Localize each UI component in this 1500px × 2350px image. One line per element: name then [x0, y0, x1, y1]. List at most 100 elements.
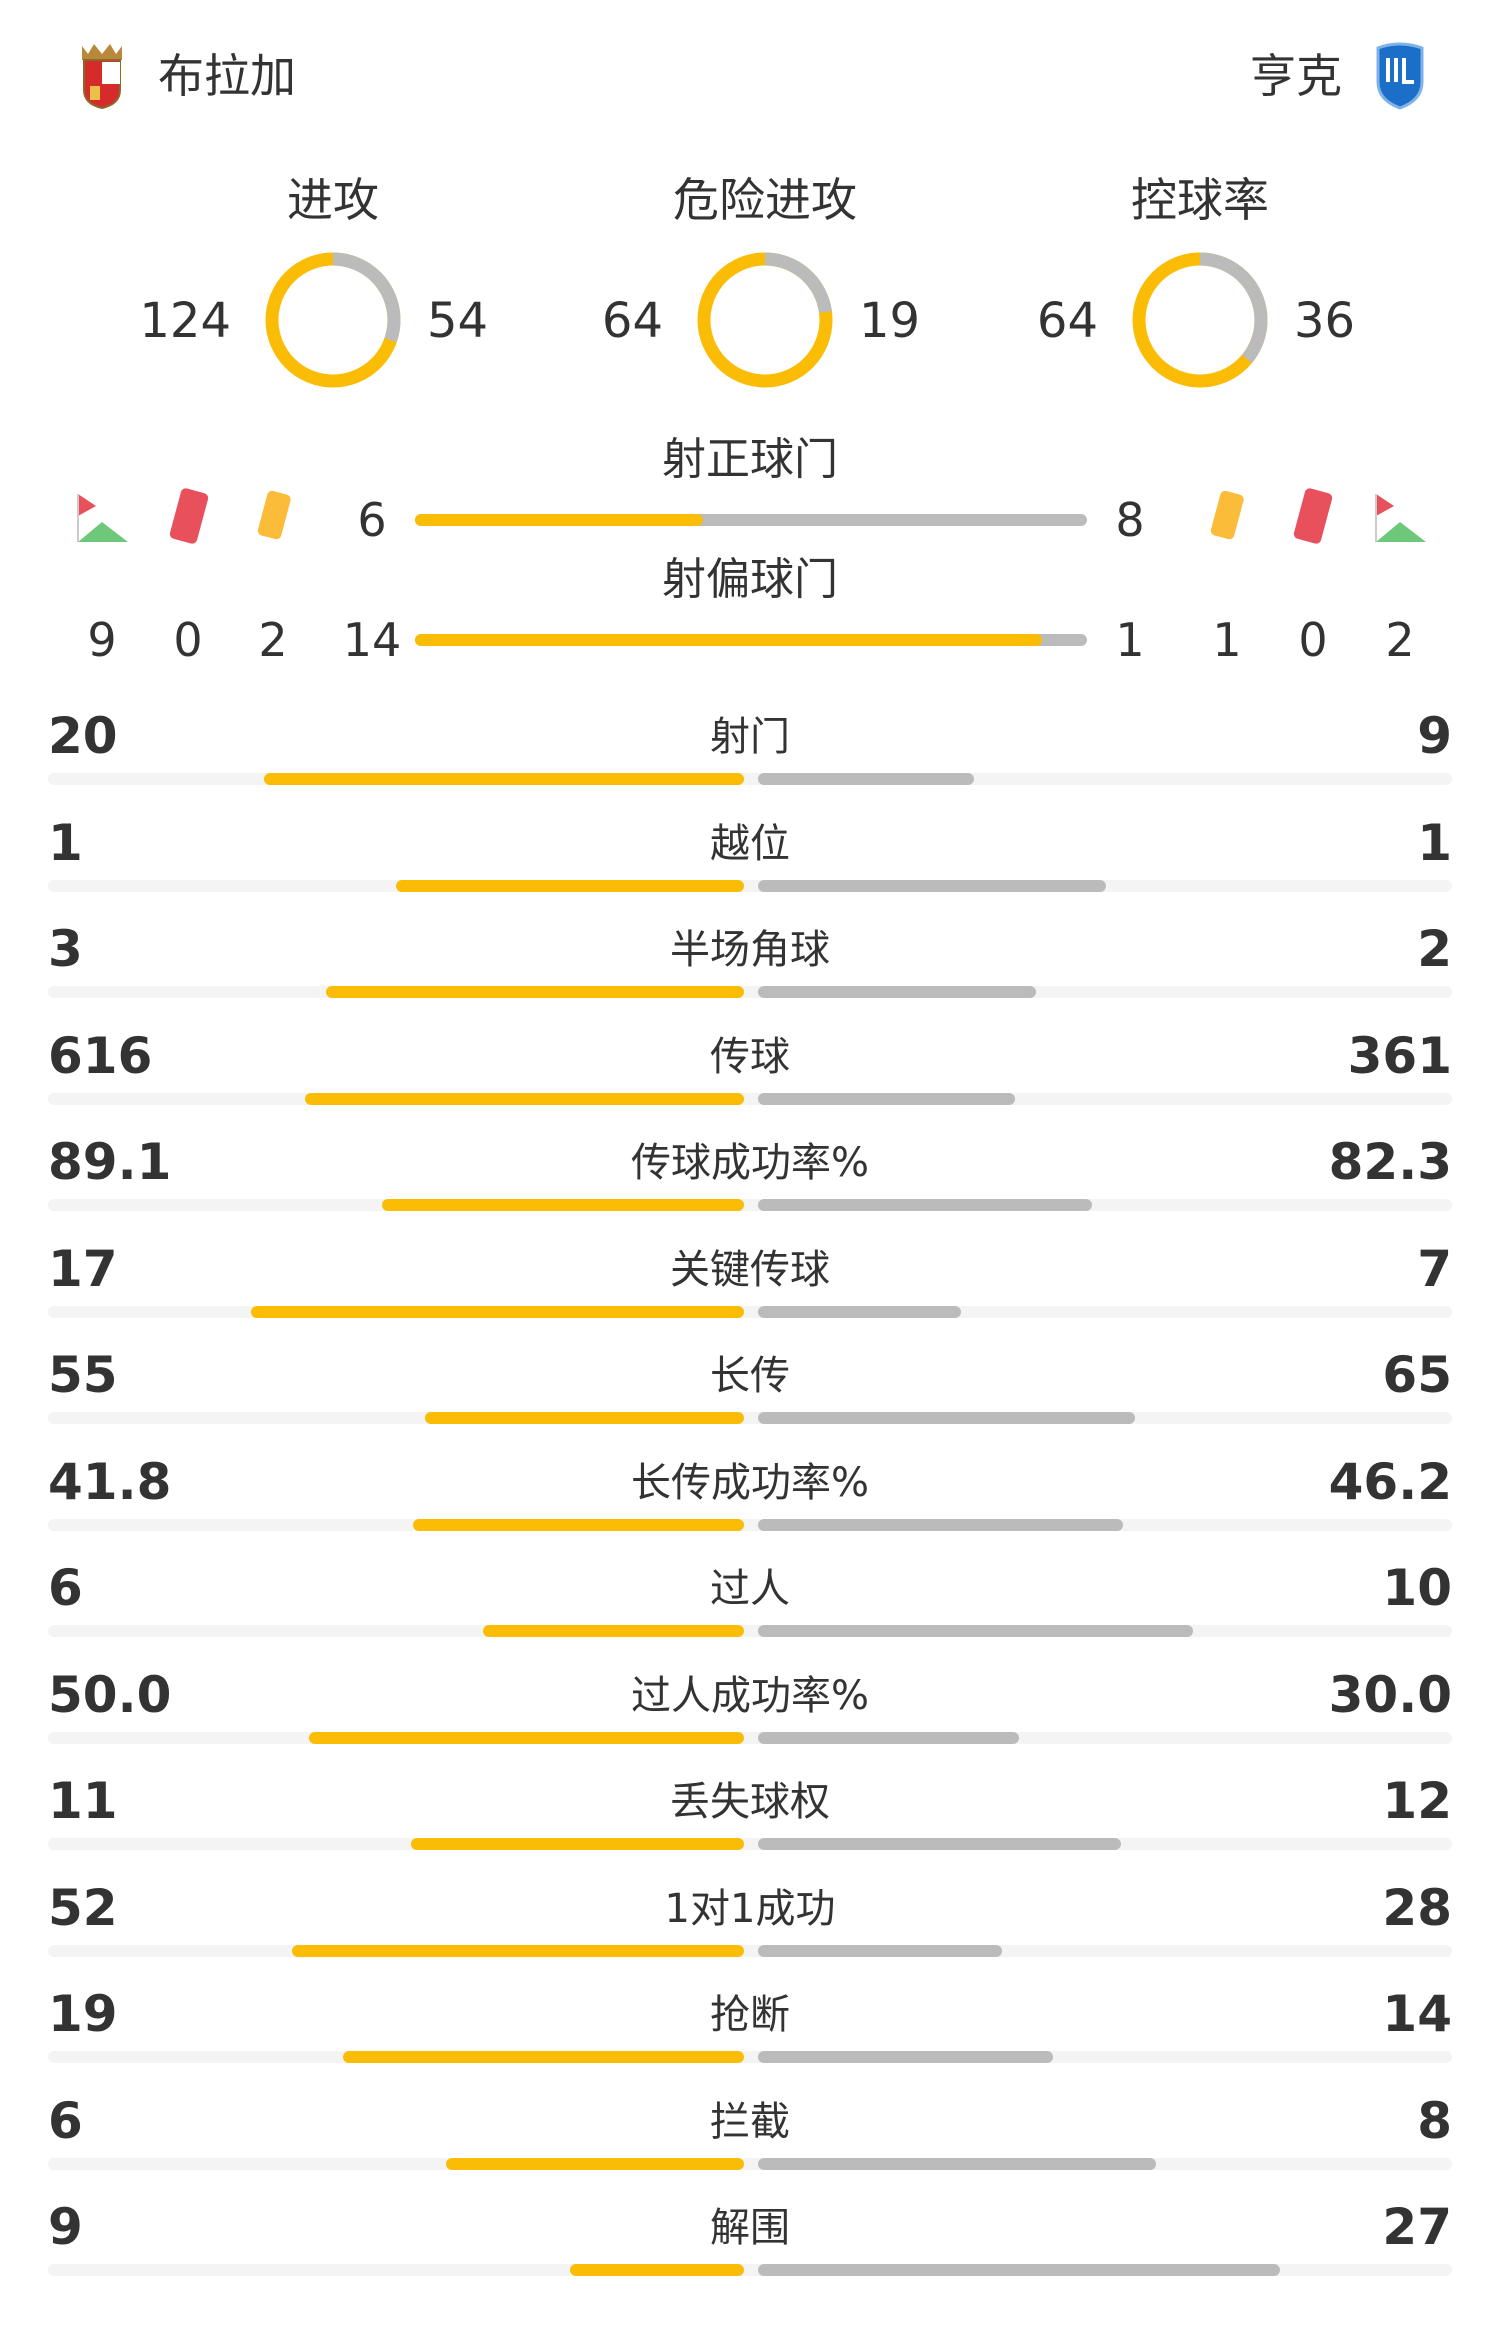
red-card-icon: [1287, 486, 1339, 552]
stat-away-value: 28: [1382, 1878, 1452, 1937]
stat-away-bar: [758, 1518, 1124, 1531]
shots-off-target-label: 射偏球门: [662, 554, 838, 605]
stat-label: 长传成功率%: [630, 1459, 869, 1506]
home-corners: 9: [87, 613, 117, 667]
stat-away-bar: [758, 1092, 1016, 1105]
stat-away-value: 46.2: [1328, 1452, 1452, 1511]
donut-away-value: 19: [859, 293, 921, 349]
stat-row: 11 丢失球权 12: [0, 1771, 1500, 1861]
donut-home-value: 124: [139, 293, 231, 349]
stat-home-value: 1: [48, 813, 83, 872]
stat-row: 616 传球 361: [0, 1026, 1500, 1116]
donut-title: 进攻: [287, 173, 379, 227]
stat-label: 长传: [710, 1353, 790, 1399]
stat-bar-track: [48, 1518, 1452, 1531]
donut-title: 危险进攻: [673, 173, 857, 227]
stat-away-bar: [758, 1305, 961, 1318]
donut-home-value: 64: [1036, 293, 1098, 349]
stat-home-value: 20: [48, 707, 118, 765]
home-shots-off-target: 14: [342, 613, 402, 667]
stat-home-value: 55: [48, 1346, 118, 1404]
stat-bar-track: [48, 2157, 1452, 2170]
stat-label: 拦截: [710, 2098, 790, 2145]
stat-bar-track: [48, 986, 1452, 998]
home-team-logo: [72, 42, 132, 110]
stat-home-bar: [382, 1199, 744, 1211]
donut-chart: [265, 252, 401, 388]
shots-on-target-home-fill: [415, 514, 703, 526]
stat-away-value: 10: [1382, 1559, 1452, 1617]
home-yellow-cards: 2: [258, 613, 288, 667]
stat-row: 19 抢断 14: [0, 1984, 1500, 2074]
donut-away-arc: [265, 252, 401, 388]
red-card-icon: [163, 486, 215, 552]
stat-away-value: 1: [1417, 813, 1452, 872]
home-red-cards: 0: [173, 613, 203, 667]
shots-off-target-bar: [415, 634, 1087, 646]
corner-flag-icon: [74, 492, 130, 548]
stat-home-value: 6: [48, 1559, 83, 1617]
stat-home-bar: [445, 2157, 744, 2170]
stat-away-value: 82.3: [1328, 1133, 1452, 1191]
away-team-logo: [1372, 42, 1432, 110]
stat-label: 越位: [710, 820, 790, 867]
stat-label: 抢断: [710, 1992, 790, 2038]
stat-away-bar: [758, 1625, 1193, 1637]
stat-row: 55 长传 65: [0, 1345, 1500, 1435]
stat-bar-track: [48, 1731, 1452, 1744]
stat-home-bar: [413, 1518, 744, 1531]
stat-label: 丢失球权: [670, 1779, 830, 1825]
away-shots-on-target: 8: [1115, 493, 1145, 547]
stat-away-bar: [758, 879, 1106, 892]
stat-bar-track: [48, 1092, 1452, 1105]
stat-row: 6 拦截 8: [0, 2091, 1500, 2181]
stat-label: 解围: [710, 2205, 790, 2251]
stat-home-value: 616: [48, 1026, 153, 1085]
stat-bar-track: [48, 1625, 1452, 1637]
donut-chart: [697, 252, 833, 388]
stat-home-value: 19: [48, 1985, 118, 2043]
stat-away-bar: [758, 1199, 1093, 1211]
yellow-card-icon: [250, 486, 298, 552]
stat-away-value: 8: [1417, 2091, 1452, 2150]
stat-home-value: 41.8: [48, 1452, 172, 1511]
stat-label: 传球成功率%: [630, 1140, 869, 1186]
stat-row: 17 关键传球 7: [0, 1239, 1500, 1329]
donut-away-arc: [1132, 252, 1268, 388]
shots-on-target-label: 射正球门: [662, 434, 838, 485]
stat-row: 3 半场角球 2: [0, 919, 1500, 1009]
away-shots-off-target: 1: [1115, 613, 1145, 667]
stat-away-value: 9: [1417, 707, 1452, 765]
stat-row: 6 过人 10: [0, 1558, 1500, 1648]
stat-home-bar: [309, 1731, 744, 1744]
stat-home-bar: [425, 1412, 744, 1424]
stat-home-bar: [291, 1944, 744, 1957]
stat-away-bar: [758, 1412, 1135, 1424]
donut-away-value: 54: [427, 293, 489, 349]
stat-bar-track: [48, 1412, 1452, 1424]
stat-label: 半场角球: [670, 927, 830, 973]
stat-away-bar: [758, 1731, 1019, 1744]
donut-away-arc: [697, 252, 833, 388]
stat-bar-track: [48, 2051, 1452, 2063]
donut-away-value: 36: [1294, 293, 1356, 349]
away-yellow-cards: 1: [1212, 613, 1242, 667]
donut-home-value: 64: [601, 293, 663, 349]
stat-away-bar: [758, 2051, 1054, 2063]
yellow-card-icon: [1203, 486, 1251, 552]
stat-home-value: 6: [48, 2091, 83, 2150]
stat-bar-track: [48, 879, 1452, 892]
stat-away-bar: [758, 2264, 1280, 2276]
away-team-name: 亨克: [1250, 49, 1342, 103]
stat-home-value: 11: [48, 1772, 118, 1830]
stat-row: 52 1对1成功 28: [0, 1878, 1500, 1968]
stat-home-value: 3: [48, 920, 83, 978]
stat-home-bar: [570, 2264, 744, 2276]
home-team-name: 布拉加: [158, 49, 296, 103]
stat-home-bar: [343, 2051, 744, 2063]
stat-home-value: 17: [48, 1239, 118, 1298]
stat-home-value: 89.1: [48, 1133, 172, 1191]
home-shots-on-target: 6: [357, 493, 387, 547]
stat-away-value: 27: [1382, 2198, 1452, 2256]
stat-home-bar: [264, 773, 744, 785]
